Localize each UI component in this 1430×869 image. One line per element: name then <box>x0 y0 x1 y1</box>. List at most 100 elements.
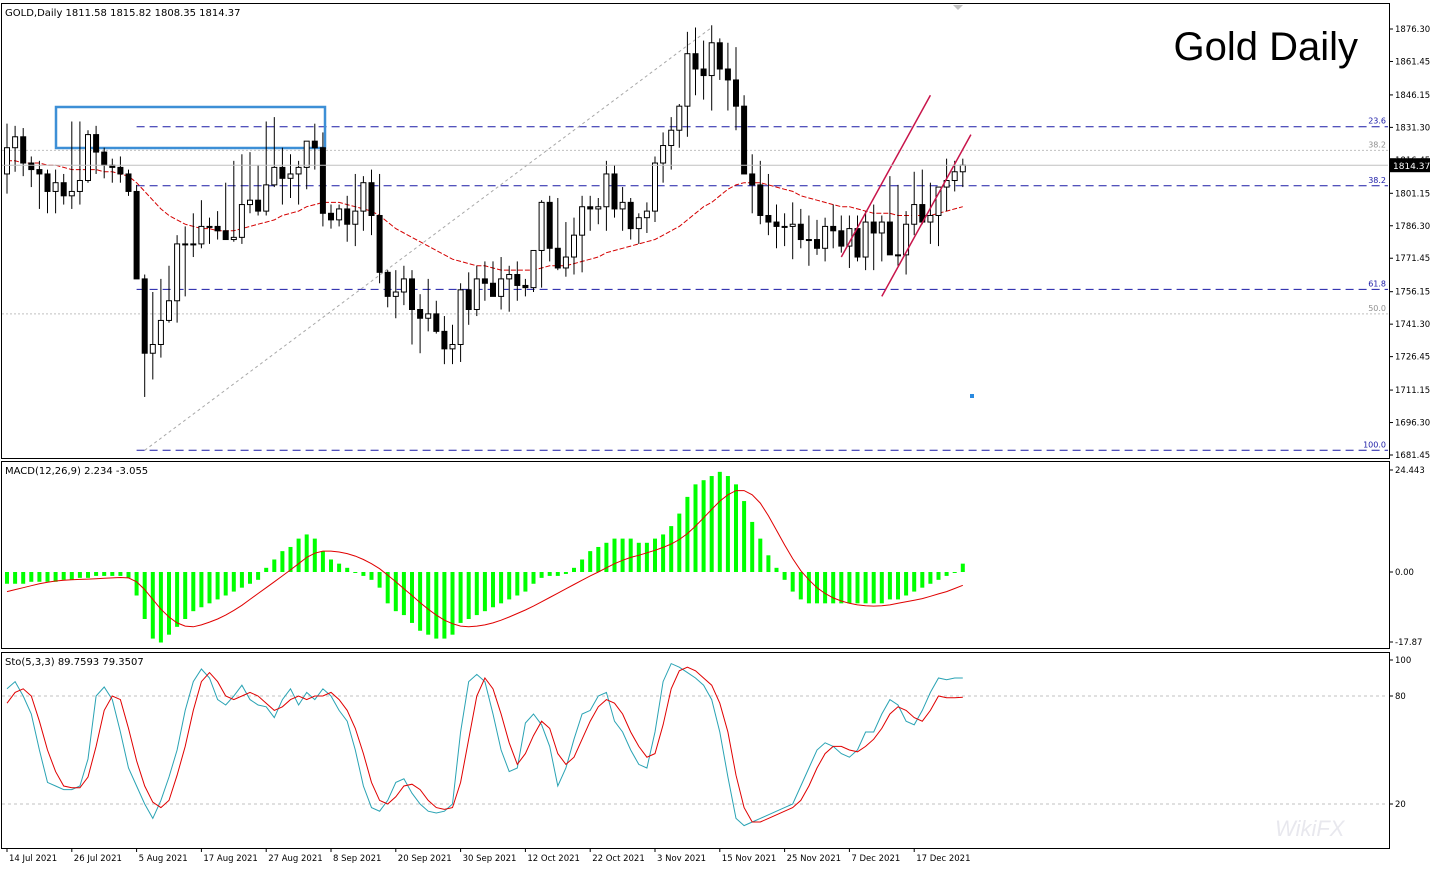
candle-body <box>619 201 626 210</box>
macd-bar <box>847 572 852 604</box>
fib-label: 61.8 <box>1368 279 1386 288</box>
macd-bar <box>499 572 504 604</box>
date-tick-label: 8 Sep 2021 <box>333 854 381 864</box>
macd-bar <box>580 559 585 572</box>
chart-shift-marker[interactable] <box>953 5 963 10</box>
candle-body <box>895 254 901 257</box>
date-tick-label: 17 Aug 2021 <box>203 854 257 864</box>
candle-body <box>4 147 10 175</box>
candle-body <box>247 199 253 206</box>
price-tick-label: 1741.30 <box>1395 320 1430 330</box>
candle-body <box>546 201 553 249</box>
watermark: WikiFX <box>1275 816 1346 841</box>
macd-bar <box>474 572 479 616</box>
macd-bar <box>45 572 50 582</box>
price-tick-label: 1861.45 <box>1395 57 1430 67</box>
candle-body <box>538 201 545 251</box>
candle-body <box>611 173 618 210</box>
candle-body <box>724 68 731 81</box>
candle-body <box>174 243 181 302</box>
candle-body <box>166 300 172 321</box>
macd-bar <box>774 567 779 572</box>
macd-bar <box>742 501 747 572</box>
date-tick-label: 26 Jul 2021 <box>74 854 122 864</box>
date-tick-label: 7 Dec 2021 <box>851 854 900 864</box>
price-panel-frame <box>1 3 1390 459</box>
macd-bar <box>952 572 957 573</box>
candle-body <box>238 204 245 238</box>
macd-bar <box>725 476 730 572</box>
candle-body <box>12 136 19 149</box>
current-price-box <box>1390 158 1430 173</box>
price-tick-label: 1726.45 <box>1395 353 1430 363</box>
candle-body <box>862 221 869 258</box>
macd-bar <box>167 572 171 635</box>
candle-body <box>263 184 270 212</box>
candle-body <box>222 230 229 241</box>
candle-body <box>206 225 213 228</box>
candle-body <box>498 278 505 297</box>
candle-body <box>822 225 829 249</box>
date-tick-label: 27 Aug 2021 <box>268 854 322 864</box>
date-tick-label: 17 Dec 2021 <box>916 854 970 864</box>
marker-dot <box>970 394 974 398</box>
macd-tick-label: 0.00 <box>1395 568 1414 578</box>
price-tick-label: 1846.15 <box>1395 91 1430 101</box>
candle-body <box>490 282 496 297</box>
candle-body <box>271 166 278 186</box>
macd-bar <box>944 572 949 576</box>
candle-body <box>384 271 391 297</box>
candle-body <box>854 228 861 258</box>
macd-bar <box>766 555 771 572</box>
candle-body <box>352 210 359 225</box>
candle-body <box>814 239 820 249</box>
macd-bar <box>329 559 333 572</box>
macd-bar <box>563 572 568 574</box>
candle-body <box>741 105 748 175</box>
candle-body <box>60 182 67 197</box>
date-tick-label: 3 Nov 2021 <box>657 854 706 864</box>
macd-bar <box>264 567 269 572</box>
candle-body <box>716 42 723 70</box>
macd-bar <box>248 572 252 584</box>
macd-bar <box>709 476 714 572</box>
macd-bar <box>296 538 301 572</box>
candle-body <box>562 256 569 269</box>
macd-bar <box>863 572 868 604</box>
macd-bar <box>191 572 196 612</box>
macd-bar <box>353 572 358 573</box>
candle-body <box>473 278 480 311</box>
candle-body <box>255 199 262 212</box>
macd-bar <box>385 572 390 604</box>
macd-bar <box>677 513 682 572</box>
macd-bar <box>572 567 576 572</box>
macd-bar <box>717 471 722 572</box>
candle-body <box>101 151 108 166</box>
candle-body <box>149 343 156 354</box>
fib-label: 100.0 <box>1363 440 1386 449</box>
candle-body <box>700 68 707 77</box>
macd-bar <box>685 496 690 572</box>
macd-bar <box>401 572 406 616</box>
macd-bar <box>150 572 155 639</box>
candle-body <box>554 247 561 269</box>
candle-body <box>360 182 367 212</box>
candle-body <box>927 214 934 223</box>
candle-body <box>652 162 658 212</box>
candle-body <box>635 217 642 230</box>
candle-body <box>765 214 772 223</box>
macd-bar <box>896 572 900 600</box>
candle-body <box>392 291 399 297</box>
candle-body <box>911 204 918 225</box>
price-tick-label: 1801.15 <box>1395 189 1430 199</box>
overlay-title: Gold Daily <box>1173 25 1358 69</box>
macd-tick-label: 24.443 <box>1395 466 1425 476</box>
macd-bar <box>118 572 123 576</box>
macd-bar <box>604 542 609 572</box>
macd-bar <box>5 572 9 584</box>
candle-body <box>571 234 577 258</box>
macd-bar <box>936 572 941 580</box>
candle-body <box>781 225 788 228</box>
macd-bar <box>231 572 236 592</box>
